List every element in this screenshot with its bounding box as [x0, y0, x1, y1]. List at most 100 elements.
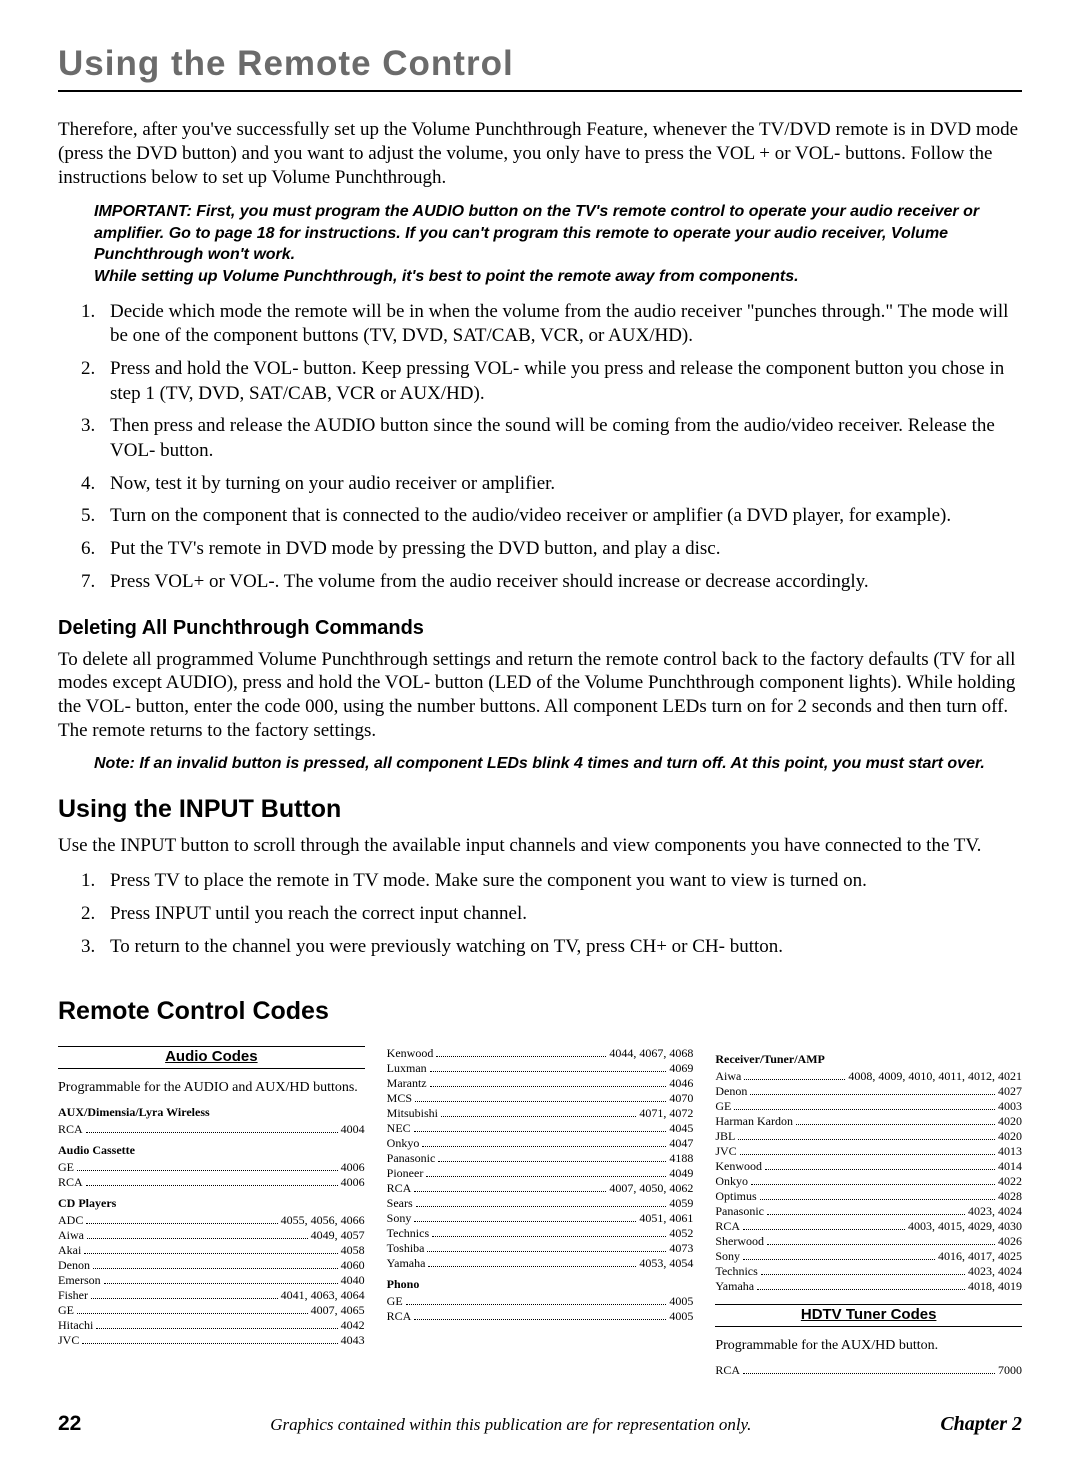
code-dots: [751, 1184, 995, 1185]
important-line-2: While setting up Volume Punchthrough, it…: [94, 266, 1022, 288]
audio-codes-subtitle: Programmable for the AUDIO and AUX/HD bu…: [58, 1079, 365, 1097]
code-row: NEC4045: [387, 1121, 694, 1136]
code-row: Mitsubishi4071, 4072: [387, 1106, 694, 1121]
code-row: JBL4020: [715, 1129, 1022, 1144]
code-row: Sony4051, 4061: [387, 1211, 694, 1226]
deleting-paragraph: To delete all programmed Volume Punchthr…: [58, 648, 1022, 743]
code-group-title: Phono: [387, 1277, 694, 1292]
deleting-note: Note: If an invalid button is pressed, a…: [94, 755, 1022, 773]
code-dots: [765, 1169, 995, 1170]
code-brand: Optimus: [715, 1189, 756, 1204]
code-values: 4045: [669, 1121, 693, 1136]
code-row: GE4005: [387, 1294, 694, 1309]
code-values: 4060: [341, 1258, 365, 1273]
chapter-title: Using the Remote Control: [58, 44, 1022, 84]
step-item: Press INPUT until you reach the correct …: [100, 902, 1022, 927]
code-row: Panasonic4188: [387, 1151, 694, 1166]
code-brand: Aiwa: [58, 1228, 84, 1243]
code-values: 4055, 4056, 4066: [281, 1213, 365, 1228]
code-dots: [740, 1154, 995, 1155]
code-row: Onkyo4047: [387, 1136, 694, 1151]
code-values: 4041, 4063, 4064: [281, 1288, 365, 1303]
code-brand: Emerson: [58, 1273, 101, 1288]
code-brand: Aiwa: [715, 1069, 741, 1084]
code-values: 4053, 4054: [639, 1256, 693, 1271]
code-row: JVC4013: [715, 1144, 1022, 1159]
code-dots: [743, 1373, 995, 1374]
code-brand: Panasonic: [715, 1204, 764, 1219]
code-row: RCA4003, 4015, 4029, 4030: [715, 1219, 1022, 1234]
code-values: 4020: [998, 1129, 1022, 1144]
code-values: 4023, 4024: [968, 1204, 1022, 1219]
code-values: 4070: [669, 1091, 693, 1106]
code-dots: [87, 1238, 308, 1239]
code-values: 4069: [669, 1061, 693, 1076]
code-dots: [86, 1132, 338, 1133]
code-row: Denon4060: [58, 1258, 365, 1273]
code-values: 7000: [998, 1363, 1022, 1378]
code-row: Panasonic 4023, 4024: [715, 1204, 1022, 1219]
code-group-title: Receiver/Tuner/AMP: [715, 1052, 1022, 1067]
code-brand: JVC: [58, 1333, 79, 1348]
col2-groups: PhonoGE4005RCA4005: [387, 1277, 694, 1324]
code-values: 4044, 4067, 4068: [609, 1046, 693, 1061]
code-brand: Akai: [58, 1243, 81, 1258]
codes-col-3: Receiver/Tuner/AMP Aiwa4008, 4009, 4010, …: [715, 1046, 1022, 1377]
code-dots: [82, 1343, 337, 1344]
code-dots: [84, 1253, 337, 1254]
code-dots: [428, 1266, 636, 1267]
code-row: GE4006: [58, 1160, 365, 1175]
footer-chapter: Chapter 2: [940, 1413, 1022, 1436]
step-item: Now, test it by turning on your audio re…: [100, 472, 1022, 497]
code-dots: [426, 1176, 666, 1177]
code-row: MCS4070: [387, 1091, 694, 1106]
code-dots: [415, 1101, 666, 1102]
code-brand: Yamaha: [387, 1256, 426, 1271]
step-item: Decide which mode the remote will be in …: [100, 300, 1022, 349]
code-dots: [77, 1313, 308, 1314]
codes-col-2: Kenwood4044, 4067, 4068Luxman4069Marantz…: [387, 1046, 694, 1377]
code-group-title: CD Players: [58, 1196, 365, 1211]
code-dots: [743, 1259, 935, 1260]
code-dots: [414, 1191, 606, 1192]
code-row: JVC4043: [58, 1333, 365, 1348]
deleting-heading: Deleting All Punchthrough Commands: [58, 617, 1022, 640]
code-brand: Sears: [387, 1196, 413, 1211]
code-dots: [438, 1161, 666, 1162]
code-values: 4052: [669, 1226, 693, 1241]
code-values: 4026: [998, 1234, 1022, 1249]
code-row: ADC 4055, 4056, 4066: [58, 1213, 365, 1228]
code-values: 4018, 4019: [968, 1279, 1022, 1294]
code-brand: ADC: [58, 1213, 83, 1228]
code-row: Pioneer4049: [387, 1166, 694, 1181]
step-item: Press and hold the VOL- button. Keep pre…: [100, 357, 1022, 406]
code-dots: [406, 1304, 667, 1305]
punchthrough-steps: Decide which mode the remote will be in …: [58, 300, 1022, 595]
code-brand: GE: [58, 1160, 74, 1175]
code-brand: Kenwood: [387, 1046, 434, 1061]
code-row: Luxman4069: [387, 1061, 694, 1076]
code-row: Harman Kardon4020: [715, 1114, 1022, 1129]
code-row: RCA7000: [715, 1363, 1022, 1378]
code-values: 4042: [341, 1318, 365, 1333]
code-brand: Hitachi: [58, 1318, 93, 1333]
code-brand: GE: [715, 1099, 731, 1114]
code-dots: [86, 1223, 277, 1224]
code-brand: Kenwood: [715, 1159, 762, 1174]
code-dots: [422, 1146, 666, 1147]
code-brand: Toshiba: [387, 1241, 425, 1256]
code-row: Hitachi 4042: [58, 1318, 365, 1333]
code-values: 4188: [669, 1151, 693, 1166]
code-dots: [414, 1319, 666, 1320]
code-dots: [414, 1131, 667, 1132]
code-dots: [760, 1199, 995, 1200]
code-brand: RCA: [715, 1219, 740, 1234]
code-row: Aiwa4008, 4009, 4010, 4011, 4012, 4021: [715, 1069, 1022, 1084]
code-brand: Mitsubishi: [387, 1106, 438, 1121]
code-brand: Onkyo: [715, 1174, 748, 1189]
code-group-title: AUX/Dimensia/Lyra Wireless: [58, 1105, 365, 1120]
code-dots: [414, 1221, 636, 1222]
important-line-1: IMPORTANT: First, you must program the A…: [94, 201, 1022, 266]
step-item: To return to the channel you were previo…: [100, 935, 1022, 960]
code-row: Sherwood4026: [715, 1234, 1022, 1249]
